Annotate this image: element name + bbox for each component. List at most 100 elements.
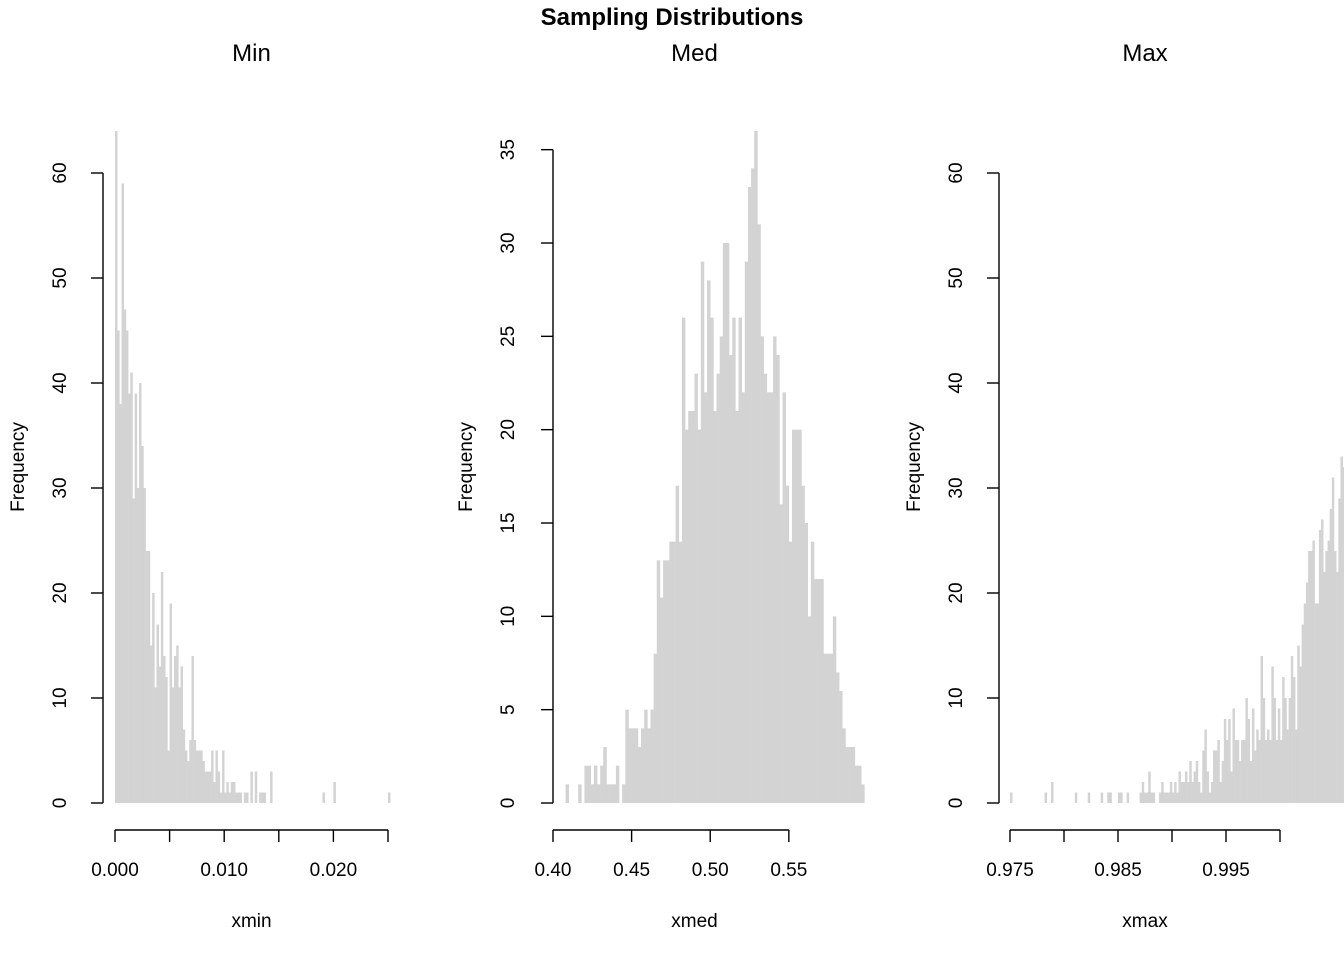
histogram-bar (1118, 792, 1121, 803)
x-tick-label: 0.995 (1202, 860, 1250, 881)
histogram-bar (688, 411, 692, 803)
histogram-bar (826, 653, 831, 803)
histogram-bar (147, 551, 151, 803)
histogram-bar (1297, 645, 1300, 803)
histogram-bar (149, 645, 153, 803)
panel-title: Med (671, 40, 718, 67)
y-tick-label: 35 (498, 139, 519, 160)
bars (1010, 456, 1344, 803)
histogram-bar (798, 429, 802, 803)
histogram-bar (782, 392, 786, 803)
histogram-bar (1163, 792, 1166, 803)
histogram-bar (1284, 698, 1287, 803)
histogram-bar (810, 541, 815, 803)
x-tick-label: 0.985 (1094, 860, 1142, 881)
histogram-bar (685, 429, 689, 803)
histogram-bar (725, 243, 730, 803)
histogram-bar (637, 747, 642, 803)
histogram-bar (1215, 750, 1218, 803)
histogram-bar (590, 784, 595, 803)
histogram-bar (1109, 792, 1112, 803)
histogram-bar (659, 597, 664, 803)
histogram-bar (1269, 740, 1272, 803)
histogram-bar (1120, 792, 1123, 803)
histogram-bar (697, 429, 702, 803)
histogram-bar (823, 653, 827, 803)
histogram-bar (195, 750, 199, 803)
histogram-bar (222, 750, 225, 803)
y-tick-label: 0 (946, 798, 967, 809)
histogram-bar (191, 656, 194, 803)
histogram-bar (173, 656, 177, 803)
histogram-bar (145, 551, 149, 803)
histogram-bar (270, 771, 273, 803)
histogram-bar (842, 728, 846, 803)
histogram-bar (1251, 708, 1255, 803)
histogram-bar (158, 666, 162, 803)
histogram-bar (1172, 792, 1175, 803)
y-tick-label: 50 (946, 267, 967, 288)
x-tick-label: 0.010 (200, 860, 248, 881)
histogram-bar (1187, 782, 1190, 803)
histogram-bar (128, 393, 131, 803)
histogram-bar (134, 393, 138, 803)
histogram-bar (1206, 771, 1210, 803)
histogram-bar (1342, 467, 1344, 803)
histogram-bar (747, 187, 752, 803)
histogram-bar (829, 653, 834, 803)
histogram-bar (1195, 761, 1199, 803)
histogram-bar (1321, 519, 1324, 803)
histogram-bar (678, 541, 683, 803)
histogram-bar (1308, 551, 1311, 803)
histogram-bar (1146, 792, 1149, 803)
histogram-bar (578, 784, 582, 803)
histogram-bar (121, 183, 125, 803)
histogram-bar (1312, 540, 1315, 803)
histogram-bar (854, 765, 859, 803)
histogram-bar (189, 740, 192, 803)
histogram-bar (625, 709, 629, 803)
histogram-bar (1167, 792, 1171, 803)
y-tick-label: 60 (50, 162, 71, 183)
histogram-bar (1143, 792, 1147, 803)
histogram-bar (817, 579, 821, 803)
histogram-bar (584, 765, 588, 803)
histogram-bar (163, 656, 166, 803)
y-tick-label: 15 (498, 512, 519, 533)
histogram-bar (634, 728, 639, 803)
histogram-bar (858, 765, 862, 803)
histogram-bar (666, 560, 670, 803)
histogram-bar (1087, 792, 1091, 803)
y-tick-label: 20 (498, 419, 519, 440)
x-tick-label: 0.55 (770, 860, 807, 881)
histogram-bar (1316, 603, 1320, 803)
histogram-bar (263, 792, 266, 803)
histogram-bar (628, 728, 632, 803)
histogram-bar (160, 572, 164, 803)
histogram-bar (232, 782, 236, 803)
histogram-bar (1292, 677, 1296, 803)
histogram-bar (1303, 603, 1307, 803)
histogram-bar (763, 373, 768, 803)
histogram-bar (1191, 782, 1194, 803)
histogram-bar (1165, 792, 1168, 803)
histogram-bar (237, 792, 240, 803)
histogram-bar (1260, 656, 1264, 803)
histogram-bar (1176, 792, 1179, 803)
histogram-bar (171, 687, 175, 803)
y-tick-label: 10 (946, 687, 967, 708)
histogram-bar (732, 317, 736, 803)
histogram-bar (1280, 740, 1283, 803)
x-axis-label: xmin (231, 911, 271, 932)
histogram-bar (1301, 624, 1305, 803)
histogram-bar (807, 616, 812, 803)
histogram-bar (1150, 792, 1153, 803)
histogram-bar (1044, 792, 1048, 803)
histogram-bar (1325, 551, 1328, 803)
histogram-bar (1245, 698, 1248, 803)
histogram-bar (219, 792, 223, 803)
histogram-bar (1148, 771, 1151, 803)
histogram-bar (1197, 782, 1201, 803)
histogram-bar (1295, 729, 1298, 803)
